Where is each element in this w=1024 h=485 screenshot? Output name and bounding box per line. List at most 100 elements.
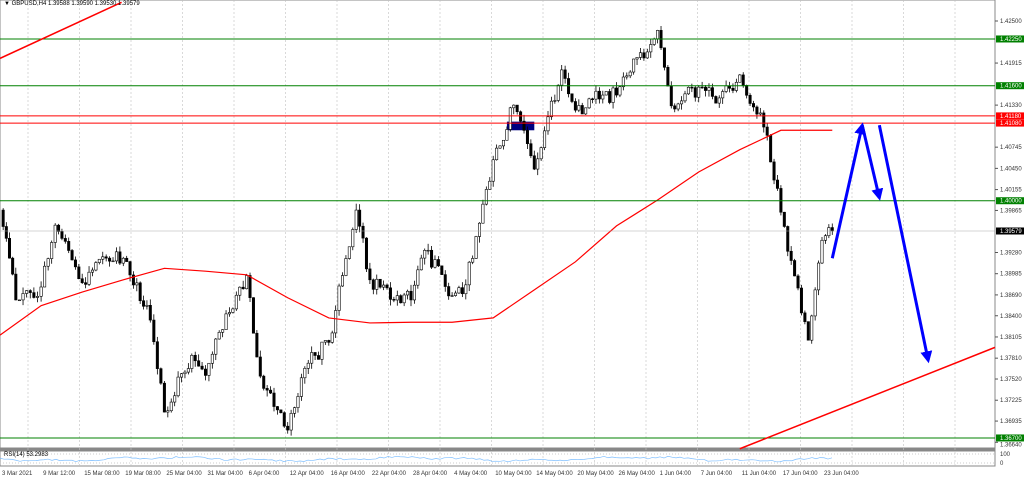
candle-body <box>519 111 523 122</box>
candle-body <box>159 368 163 384</box>
candle-body <box>310 352 314 364</box>
candle-body <box>207 362 211 376</box>
panel-separator <box>0 448 995 451</box>
title-arrow-icon[interactable]: ▼ <box>4 1 12 7</box>
candle-body <box>296 396 300 408</box>
candle-body <box>762 112 766 128</box>
candle-body <box>769 135 773 163</box>
candle-body <box>382 284 386 288</box>
candle-body <box>563 69 567 79</box>
candle-body <box>180 373 184 378</box>
candle-body <box>529 143 533 157</box>
candle-body <box>32 292 36 298</box>
candle-body <box>128 261 132 276</box>
candle-body <box>433 259 437 268</box>
candle-body <box>368 268 372 281</box>
x-tick-label: 22 Apr 04:00 <box>372 471 407 477</box>
y-tick-label: 1.40450 <box>1000 166 1022 172</box>
candle-body <box>457 287 461 294</box>
candle-body <box>204 368 208 376</box>
candle-body <box>591 98 595 100</box>
candle-body <box>543 130 547 148</box>
candle-body <box>697 86 701 98</box>
candle-body <box>320 341 324 360</box>
candle-body <box>330 332 334 343</box>
candle-body <box>361 225 365 239</box>
y-tick-label: 1.36640 <box>1000 442 1022 448</box>
candle-body <box>402 294 406 304</box>
level-price-label: 1.40000 <box>1000 199 1022 205</box>
candle-body <box>700 86 704 89</box>
moving-average-line <box>0 129 833 336</box>
candle-body <box>166 410 170 413</box>
y-tick-label: 1.38985 <box>1000 272 1022 278</box>
candle-body <box>539 147 543 160</box>
candle-body <box>11 257 15 275</box>
candle-body <box>152 319 156 343</box>
candle-body <box>813 289 817 317</box>
candle-body <box>669 85 673 107</box>
candle-body <box>4 226 8 239</box>
candle-body <box>269 389 273 394</box>
trendline <box>739 346 996 450</box>
candle-body <box>532 155 536 170</box>
x-tick-label: 14 May 04:00 <box>536 471 573 477</box>
candle-body <box>255 332 259 358</box>
candle-body <box>241 286 245 290</box>
level-price-label: 1.36700 <box>1000 436 1022 442</box>
candle-body <box>810 315 814 341</box>
level-price-label: 1.42250 <box>1000 37 1022 43</box>
candle-body <box>570 93 574 102</box>
y-tick-label: 1.37225 <box>1000 398 1022 404</box>
y-tick-label: 1.38105 <box>1000 335 1022 341</box>
candle-body <box>536 158 540 170</box>
candle-body <box>495 147 499 161</box>
candle-body <box>508 107 512 130</box>
candle-body <box>806 321 810 341</box>
candle-body <box>793 260 797 277</box>
candle-body <box>635 57 639 60</box>
candle-body <box>293 407 297 414</box>
x-tick-label: 20 May 04:00 <box>577 471 614 477</box>
candle-body <box>272 392 276 407</box>
candle-body <box>1 209 5 227</box>
candle-body <box>817 262 821 291</box>
x-tick-label: 9 Mar 12:00 <box>43 471 76 477</box>
candle-body <box>313 352 317 356</box>
candle-body <box>104 256 108 259</box>
candle-body <box>358 209 362 227</box>
candle-body <box>334 310 338 334</box>
candle-body <box>87 271 91 285</box>
candle-body <box>108 257 112 262</box>
candle-body <box>484 189 488 205</box>
candle-body <box>505 129 509 141</box>
candle-body <box>131 274 135 286</box>
candle-body <box>395 295 399 301</box>
candle-body <box>683 93 687 102</box>
y-tick-label: 1.40155 <box>1000 188 1022 194</box>
candle-body <box>388 287 392 300</box>
candle-body <box>39 286 43 297</box>
candle-body <box>676 103 680 110</box>
candle-body <box>649 44 653 53</box>
candle-body <box>704 86 708 91</box>
candle-body <box>327 340 331 343</box>
candle-body <box>573 101 577 111</box>
projection-arrow <box>830 122 867 259</box>
candle-body <box>238 286 242 296</box>
level-price-tag <box>996 82 1024 90</box>
candle-body <box>419 257 423 271</box>
candle-body <box>481 203 485 224</box>
x-tick-label: 10 May 04:00 <box>495 471 532 477</box>
chart-title: ▼ GBPUSD,H4 1.39588 1.39590 1.39530 1.39… <box>4 1 140 7</box>
candle-body <box>142 300 146 307</box>
projection-arrow <box>860 124 884 201</box>
candle-body <box>14 273 18 301</box>
candle-body <box>553 100 557 102</box>
candle-body <box>765 126 769 136</box>
candle-body <box>190 354 194 369</box>
candle-body <box>556 84 560 101</box>
candle-body <box>436 259 440 267</box>
